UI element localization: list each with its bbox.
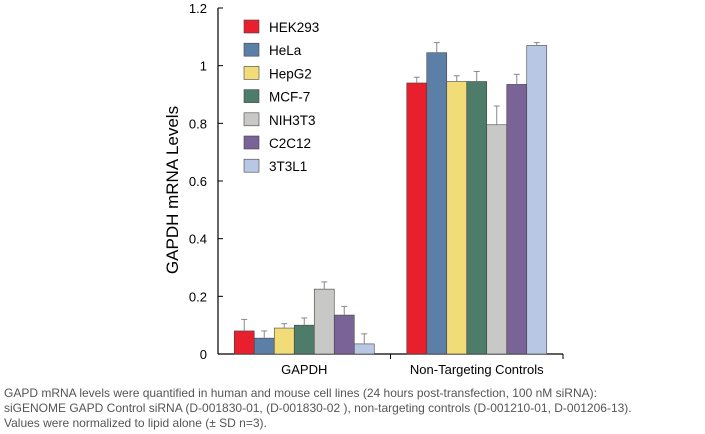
bar-chart: 0 0.2 0.4 0.6 0.8 1 1.2 GAPDH Non-Targeting Con… <box>163 1 564 377</box>
legend-swatch <box>243 19 260 34</box>
y-tick-label: 1.2 <box>189 1 207 16</box>
legend-label: HeLa <box>269 43 302 58</box>
bar <box>446 81 468 355</box>
bar <box>273 327 295 355</box>
y-axis: 0 0.2 0.4 0.6 0.8 1 1.2 <box>189 1 223 362</box>
bar <box>353 343 375 355</box>
legend-label: MCF-7 <box>269 90 310 105</box>
y-tick-label: 1 <box>200 59 207 74</box>
bar <box>486 124 508 355</box>
bar <box>406 82 428 355</box>
legend-label: C2C12 <box>269 136 311 151</box>
legend-label: 3T3L1 <box>269 159 307 174</box>
legend-swatch <box>243 135 260 150</box>
caption-line-1: GAPD mRNA levels were quantified in huma… <box>4 386 597 400</box>
legend-label: NIH3T3 <box>269 113 316 128</box>
legend-label: HepG2 <box>269 66 312 81</box>
legend-swatch <box>243 89 260 103</box>
legend-swatch <box>243 112 260 127</box>
y-tick-label: 0 <box>200 347 207 362</box>
bar <box>466 81 488 355</box>
y-tick-label: 0.6 <box>189 174 207 189</box>
bar <box>426 52 448 355</box>
legend-swatch <box>243 66 260 80</box>
x-category-label: GAPDH <box>281 362 327 377</box>
y-tick-label: 0.8 <box>189 116 207 131</box>
bar <box>233 330 255 355</box>
bar <box>313 288 335 355</box>
legend-swatch <box>243 42 260 57</box>
caption-line-3: Values were normalized to lipid alone (±… <box>4 416 267 430</box>
legend: HEK293 HeLa HepG2 MCF-7 NIH3T3 C2C12 3T3L1 <box>243 19 319 174</box>
y-tick-label: 0.2 <box>189 289 207 304</box>
y-tick-label: 0.4 <box>189 232 207 247</box>
x-category-label: Non-Targeting Controls <box>410 362 544 377</box>
bar <box>253 337 275 355</box>
bar <box>333 314 355 355</box>
x-axis: GAPDH Non-Targeting Controls <box>218 353 564 377</box>
caption-line-2: siGENOME GAPD Control siRNA (D-001830-01… <box>4 401 632 415</box>
figure-caption: GAPD mRNA levels were quantified in huma… <box>4 386 702 431</box>
bars <box>233 42 548 355</box>
bar <box>293 324 315 355</box>
y-axis-title: GAPDH mRNA Levels <box>163 106 182 274</box>
legend-swatch <box>243 158 260 173</box>
legend-label: HEK293 <box>269 20 319 35</box>
bar <box>506 84 528 355</box>
bar <box>526 45 548 355</box>
